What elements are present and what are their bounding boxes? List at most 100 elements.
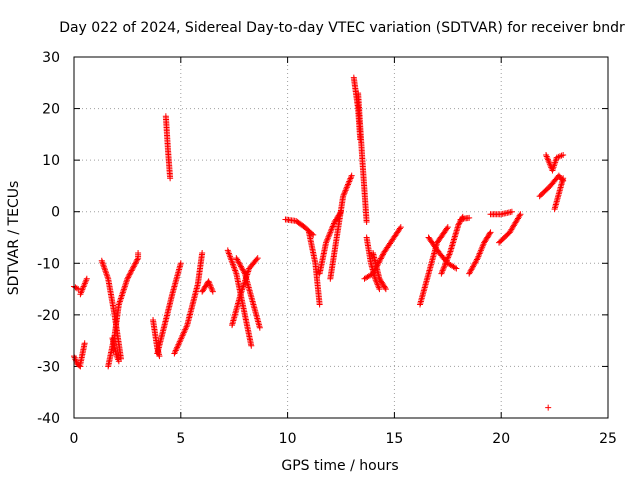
data-point [241, 269, 248, 276]
data-point [473, 256, 480, 263]
data-point [117, 296, 124, 303]
x-tick-label: 20 [492, 431, 510, 447]
data-point [172, 347, 179, 354]
data-point [180, 329, 187, 336]
data-point [176, 340, 183, 347]
data-point [370, 270, 377, 277]
data-point [175, 341, 182, 348]
data-point [560, 175, 567, 182]
data-point [124, 275, 131, 282]
y-tick-label: -40 [37, 411, 60, 427]
y-tick-label: 10 [42, 153, 60, 169]
y-tick-label: -20 [37, 308, 60, 324]
data-point [345, 181, 352, 188]
data-point [253, 256, 260, 263]
x-tick-label: 25 [599, 431, 617, 447]
data-point [443, 225, 450, 232]
data-point [115, 358, 122, 365]
data-point [560, 151, 567, 158]
x-tick-label: 10 [279, 431, 297, 447]
data-point [444, 255, 451, 262]
data-point [453, 265, 460, 272]
data-point [181, 328, 188, 335]
data-point [346, 177, 353, 184]
data-point [438, 270, 445, 277]
data-point [508, 208, 515, 215]
data-point [516, 212, 523, 219]
data-point [382, 286, 389, 293]
data-point [130, 263, 137, 270]
data-point [439, 269, 446, 276]
data-point [183, 323, 190, 330]
data-point [440, 266, 447, 273]
data-point [130, 264, 137, 271]
data-point [323, 238, 330, 245]
data-point [442, 260, 449, 267]
data-point [206, 279, 213, 286]
data-point [122, 281, 129, 288]
x-tick-label: 5 [176, 431, 185, 447]
data-point [545, 404, 552, 411]
data-point [125, 273, 132, 280]
data-point [326, 230, 333, 237]
data-point [327, 229, 334, 236]
data-point [451, 264, 458, 271]
data-point [445, 254, 452, 261]
data-point [379, 252, 386, 259]
data-point [323, 239, 330, 246]
data-point [177, 337, 184, 344]
data-point [325, 233, 332, 240]
plot-frame [73, 56, 609, 419]
data-point [126, 271, 133, 278]
data-point [486, 230, 493, 237]
data-point [172, 349, 179, 356]
data-point [208, 285, 215, 292]
data-point [119, 289, 126, 296]
data-point [182, 326, 189, 333]
data-point [256, 324, 263, 331]
data-point [376, 286, 383, 293]
data-point [132, 259, 139, 266]
data-point [324, 235, 331, 242]
data-point [125, 274, 132, 281]
data-point [117, 295, 124, 302]
data-point [254, 255, 261, 262]
data-point [444, 224, 451, 231]
data-point [118, 292, 125, 299]
data-point [120, 286, 127, 293]
data-point [118, 293, 125, 300]
data-point [135, 249, 142, 256]
data-point [73, 285, 80, 292]
data-point [116, 300, 123, 307]
data-point [171, 350, 178, 357]
x-tick-label: 0 [70, 431, 79, 447]
data-point [375, 284, 382, 291]
data-point [178, 334, 185, 341]
points-layer [71, 74, 567, 411]
data-point [443, 258, 450, 265]
data-point [341, 190, 348, 197]
data-point [127, 270, 134, 277]
data-point [375, 283, 382, 290]
data-point [119, 290, 126, 297]
data-point [174, 343, 181, 350]
data-point [377, 256, 384, 263]
data-point [348, 174, 355, 181]
data-point [343, 185, 350, 192]
data-point [446, 251, 453, 258]
data-point [122, 280, 129, 287]
y-tick-label: 0 [51, 205, 60, 221]
grid-layer [74, 57, 608, 418]
data-point [347, 175, 354, 182]
data-point [455, 221, 462, 228]
data-point [340, 191, 347, 198]
data-point [174, 344, 181, 351]
data-point [396, 225, 403, 232]
data-point [237, 291, 244, 298]
data-point [329, 224, 336, 231]
data-point [209, 288, 216, 295]
data-point [440, 264, 447, 271]
data-point [206, 281, 213, 288]
data-point [173, 346, 180, 353]
